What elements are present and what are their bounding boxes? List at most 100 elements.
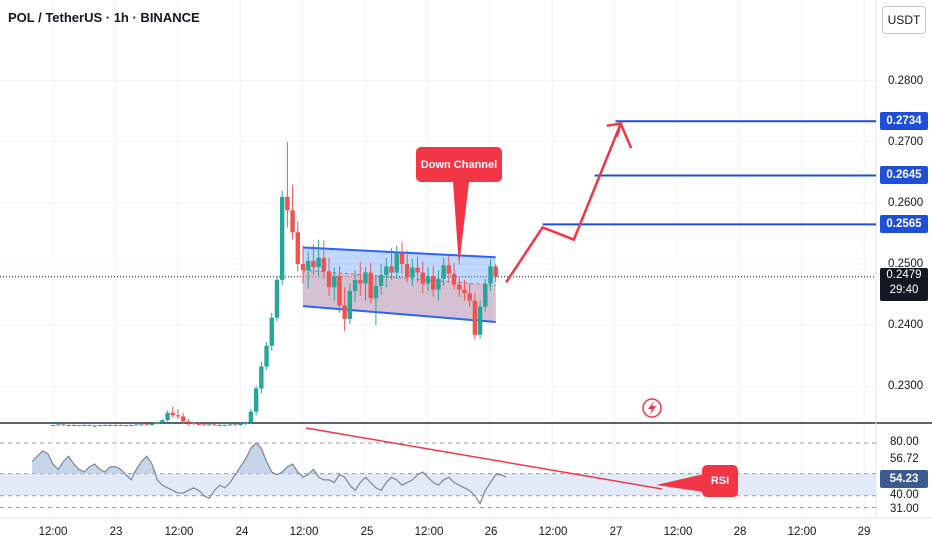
candle-body [97, 425, 103, 427]
candle-body [446, 265, 452, 274]
candle-body [259, 366, 264, 389]
rsi-overbought-fill [32, 443, 507, 474]
time-label: 12:00 [38, 526, 68, 538]
candle-body [316, 257, 321, 268]
candle-body [326, 271, 332, 288]
target-price-badge: 0.2734 [880, 112, 928, 130]
candle-body [290, 210, 295, 233]
projection-arrowhead [606, 122, 623, 138]
candle-body [139, 424, 144, 426]
price-tick: 0.2800 [888, 75, 924, 87]
candle-body [71, 425, 77, 427]
candle-body [410, 267, 415, 278]
candle-body [389, 266, 394, 273]
time-label: 28 [733, 526, 747, 538]
candle-body [279, 196, 285, 280]
candle-body [342, 305, 347, 319]
candle-body [102, 425, 108, 427]
candle-body [373, 285, 379, 299]
price-tick: 0.2400 [888, 319, 924, 331]
candle-body [191, 422, 196, 424]
currency-button[interactable]: USDT [882, 6, 926, 34]
candle-body [82, 425, 87, 427]
candle-body [253, 388, 259, 412]
rsi-tick: 80.00 [890, 436, 919, 448]
candle-body [92, 425, 97, 427]
candle-body [441, 265, 446, 279]
candle-body [467, 293, 472, 301]
candle-body [128, 425, 134, 427]
candle-body [248, 411, 254, 423]
time-label: 12:00 [164, 526, 194, 538]
chart-title: POL / TetherUS · 1h · BINANCE [8, 10, 200, 25]
time-label: 25 [360, 526, 374, 538]
candle-body [477, 306, 483, 335]
candle-body [212, 424, 217, 426]
down-channel-callout-pointer [453, 182, 469, 266]
candle-body [384, 266, 389, 275]
candle-body [243, 422, 248, 424]
candle-body [274, 279, 280, 318]
candle-body [56, 424, 61, 426]
candle-body [352, 279, 358, 291]
time-label: 29 [857, 526, 871, 538]
candle-body [378, 274, 384, 286]
candle-body [436, 278, 441, 290]
candle-body [295, 232, 300, 264]
price-tick: 0.2700 [888, 136, 924, 148]
candle-body [186, 421, 191, 423]
candle-body [399, 253, 405, 264]
candle-body [175, 415, 181, 417]
candle-body [123, 425, 129, 427]
price-tick: 0.2300 [888, 380, 924, 392]
time-label: 23 [109, 526, 123, 538]
candle-body [108, 425, 113, 427]
candle-body [306, 260, 311, 271]
candle-body [160, 420, 165, 423]
time-label: 26 [484, 526, 498, 538]
price-tick: 0.2500 [888, 258, 924, 270]
candle-body [483, 283, 488, 307]
candle-body [87, 425, 92, 427]
candle-body [76, 425, 82, 427]
candle-body [144, 424, 149, 426]
time-label: 27 [609, 526, 623, 538]
candle-body [332, 276, 337, 288]
candle-body [264, 345, 269, 367]
candle-body [207, 424, 212, 426]
current-price: 0.2479 [886, 269, 922, 281]
candle-body [311, 260, 316, 268]
down-channel-lower [302, 305, 496, 323]
candle-body [285, 196, 290, 211]
candle-body [154, 422, 160, 424]
candle-body [451, 273, 457, 285]
candle-body [50, 425, 56, 427]
candle-body [66, 425, 71, 427]
candle-body [394, 253, 399, 273]
current-price-badge: 0.2479 29:40 [880, 268, 928, 301]
rsi-value-badge: 54.23 [880, 470, 928, 488]
rsi-tick: 56.72 [890, 453, 919, 465]
candle-body [61, 424, 66, 426]
rsi-callout-pointer [656, 474, 704, 492]
candle-body [472, 300, 478, 335]
candle-body [358, 279, 363, 284]
rsi-tick: 31.00 [890, 503, 919, 515]
candle-body [233, 424, 238, 426]
target-price-badge: 0.2565 [880, 215, 928, 233]
candle-body [227, 424, 233, 426]
down-channel-midline [302, 269, 496, 286]
rsi-divergence-line [305, 427, 663, 490]
candle-body [300, 264, 306, 271]
candle-body [493, 266, 498, 277]
candle-body [238, 423, 243, 426]
candle-body [170, 412, 175, 416]
candle-body [425, 276, 431, 284]
candle-body [462, 289, 467, 294]
candle-body [149, 423, 155, 426]
time-label: 24 [235, 526, 249, 538]
candle-body [217, 425, 222, 427]
rsi-tick: 40.00 [890, 489, 919, 501]
